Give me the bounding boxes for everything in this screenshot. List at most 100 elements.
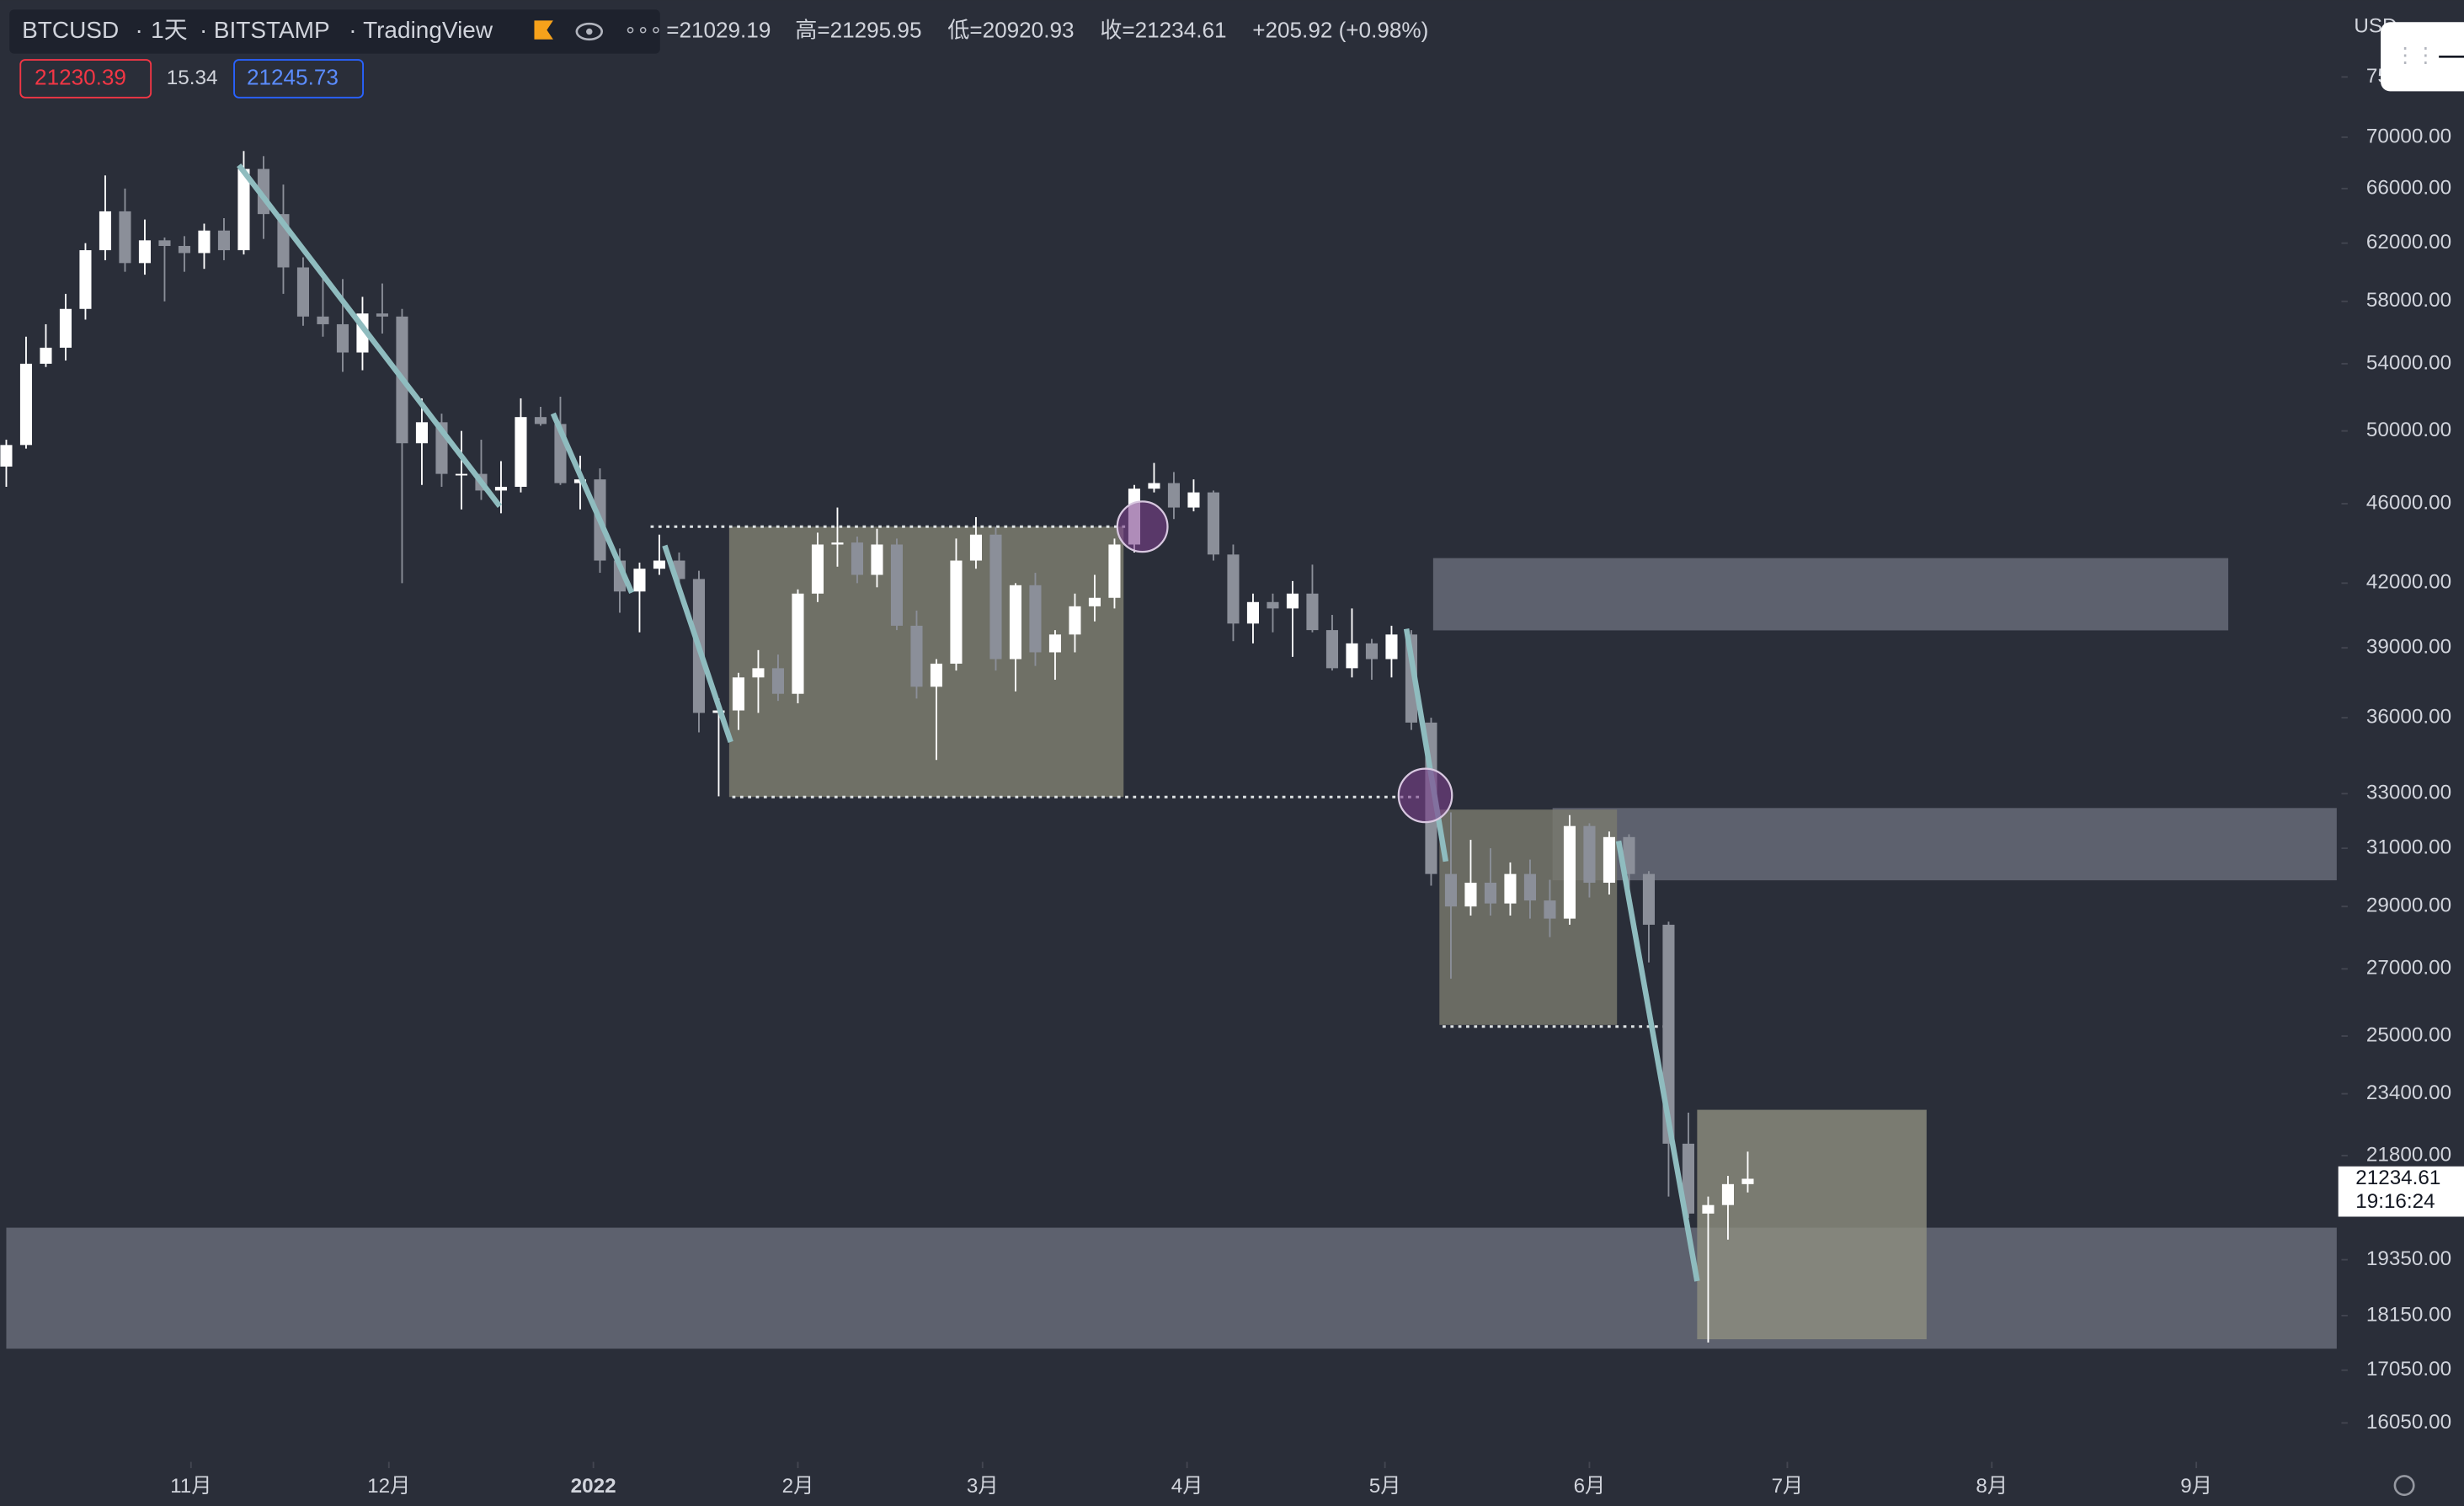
trend-line [550,412,635,594]
candle-body [1484,883,1497,904]
y-tick-label: 25000.00 [2366,1023,2451,1046]
y-tick-label: 16050.00 [2366,1411,2451,1434]
toolbar-widget[interactable] [2381,22,2464,92]
candle-body [1603,836,1616,884]
x-tick-label: 6月 [1574,1475,1606,1498]
y-tick-label: 46000.00 [2366,491,2451,514]
x-tick-label: 3月 [967,1475,999,1498]
x-tick-label: 5月 [1369,1475,1401,1498]
trend-line [662,544,733,743]
candle-body [515,417,527,487]
legend-header: BTCUSD · 1天 · BITSTAMP · TradingView ∘∘∘… [9,9,1428,99]
y-tick-label: 18150.00 [2366,1303,2451,1326]
candle-body [871,544,883,575]
candle-body [99,211,112,251]
y-tick-label: 66000.00 [2366,176,2451,199]
y-tick-label: 23400.00 [2366,1081,2451,1104]
candle-body [930,663,943,687]
zone [6,1227,2337,1349]
marker-circle [1397,767,1453,824]
last-price: 21234.61 [2355,1167,2440,1189]
candle-body [653,560,666,569]
candle-body [1464,883,1477,907]
candle-body [1682,1143,1695,1214]
candle-body [1523,873,1537,901]
y-tick-label: 39000.00 [2366,636,2451,659]
candle-body [1365,643,1379,660]
header-bg [9,9,660,54]
candle-body [1246,601,1260,624]
settings-icon[interactable] [2393,1475,2415,1497]
candle-body [1623,836,1635,874]
eye-icon[interactable] [575,22,604,41]
bid-box[interactable] [19,59,152,99]
drag-handle: ⋮⋮ [2395,45,2436,67]
trend-line [1403,628,1449,862]
candle-body [1346,643,1358,669]
ask: 21245.73 [247,64,339,89]
candle-body [1167,483,1181,508]
y-tick-label: 21800.00 [2366,1143,2451,1166]
candle-body [178,246,191,254]
ohlc-open: =21029.19 [666,17,771,42]
candle-body [534,417,547,425]
ohlc-change: +205.92 (+0.98%) [1252,17,1428,42]
candle-body [1702,1204,1715,1214]
separator: · [349,17,356,43]
ohlc-close: 收=21234.61 [1100,17,1226,42]
separator: · [135,17,142,43]
y-tick-label: 50000.00 [2366,419,2451,441]
y-tick-label: 62000.00 [2366,231,2451,254]
candle-body [1108,544,1121,598]
candle-body [79,250,92,309]
x-tick-label: 4月 [1171,1475,1203,1498]
x-tick-label: 2月 [782,1475,814,1498]
zone [1432,558,2229,631]
candle-body [1504,873,1517,904]
ohlc-low: 低=20920.93 [947,17,1074,42]
candle-body [336,323,349,353]
candle-body [1444,873,1458,907]
interval: 1天 [151,17,188,43]
separator: · [200,17,207,43]
candle-body [1306,593,1319,631]
candle-body [237,168,250,251]
candle-body [1563,825,1576,919]
candle-body [771,668,785,694]
candle-body [811,544,824,594]
ohlc-high: 高=21295.95 [795,17,921,42]
zone [1552,808,2337,881]
trend-line [237,163,503,509]
candle-body [158,240,171,247]
candle-body [851,542,864,575]
candle-body [40,347,52,364]
candle-body [1207,492,1220,555]
candle-body [792,593,804,694]
candle-body [831,542,844,545]
more-icon[interactable]: ∘∘∘ [624,19,663,42]
symbol: BTCUSD [22,17,119,43]
candle-body [1069,606,1081,635]
exchange: BITSTAMP [214,17,330,43]
candle-body [1227,554,1240,624]
y-tick-label: 36000.00 [2366,706,2451,729]
x-tick-label: 7月 [1772,1475,1804,1498]
y-tick-label: 42000.00 [2366,571,2451,594]
candle-body [989,534,1002,660]
y-tick-label: 19350.00 [2366,1247,2451,1270]
eye-icon-pupil [586,28,593,35]
candle-body [910,625,923,687]
x-tick-label: 9月 [2180,1475,2212,1498]
candle-body [1187,492,1200,508]
flag-icon[interactable] [534,20,553,40]
ask-box[interactable] [233,59,364,99]
candle-body [1048,634,1062,653]
candle-body [1642,873,1656,925]
y-tick-label: 17050.00 [2366,1358,2451,1380]
candle-body [1583,825,1596,884]
source: TradingView [363,17,493,43]
candle-body [217,230,231,251]
x-tick-label: 8月 [1976,1475,2008,1498]
trend-line [1615,840,1700,1282]
